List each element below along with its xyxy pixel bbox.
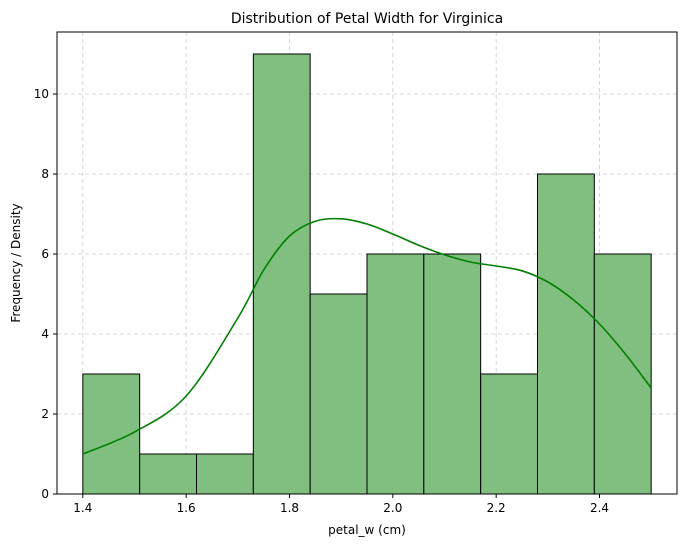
x-tick-label: 1.6 (177, 501, 196, 515)
y-axis-ticks: 0 2 4 6 8 10 (34, 87, 57, 501)
x-axis-label: petal_w (cm) (328, 523, 406, 537)
x-axis-ticks: 1.4 1.6 1.8 2.0 2.2 2.4 (73, 494, 609, 515)
x-tick-label: 2.0 (383, 501, 402, 515)
histogram-bar (366, 253, 425, 495)
histogram-bar (537, 173, 595, 495)
plot-frame (56, 31, 678, 495)
histogram-bar (480, 373, 538, 495)
histogram-bar (252, 53, 311, 495)
y-tick-label: 6 (41, 247, 49, 261)
x-tick-label: 2.2 (487, 501, 506, 515)
y-tick-label: 0 (41, 487, 49, 501)
histogram-bar (593, 253, 652, 495)
x-tick-label: 2.4 (590, 501, 609, 515)
y-tick-label: 8 (41, 167, 49, 181)
y-tick-label: 10 (34, 87, 49, 101)
histogram-bar (196, 453, 254, 495)
y-tick-label: 4 (41, 327, 49, 341)
x-tick-label: 1.4 (73, 501, 92, 515)
histogram-bar (139, 453, 198, 495)
y-tick-label: 2 (41, 407, 49, 421)
y-axis-label: Frequency / Density (9, 203, 23, 322)
histogram-bar (423, 253, 482, 495)
histogram-bars (82, 53, 652, 495)
histogram-bar (309, 293, 368, 495)
kde-curve (82, 217, 652, 455)
x-tick-label: 1.8 (280, 501, 299, 515)
chart-title: Distribution of Petal Width for Virginic… (231, 11, 503, 27)
